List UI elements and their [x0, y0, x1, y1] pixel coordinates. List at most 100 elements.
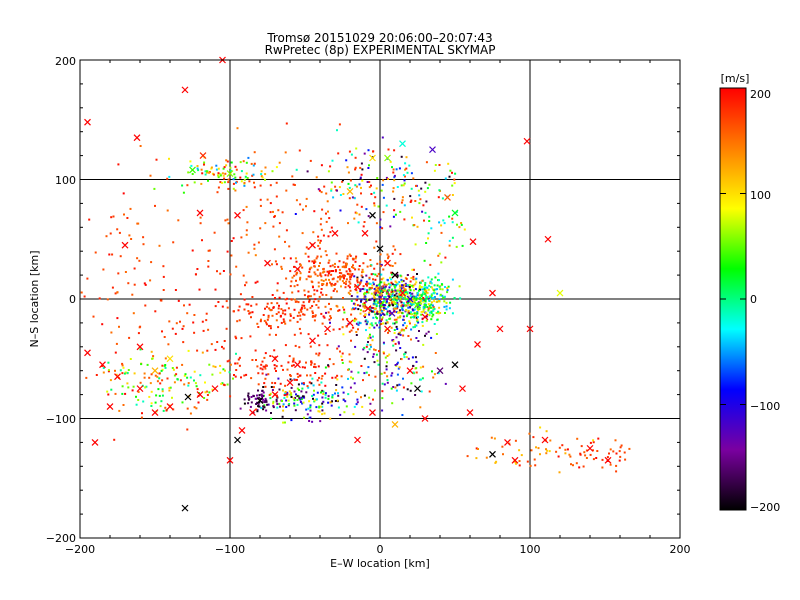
cross-stroke: [496, 325, 504, 333]
data-point: [412, 289, 415, 292]
data-point: [298, 311, 300, 314]
data-point: [201, 320, 204, 323]
data-point: [327, 397, 330, 400]
data-point: [582, 465, 585, 468]
data-point: [334, 376, 337, 379]
data-point: [240, 337, 243, 340]
cross-stroke: [181, 504, 189, 512]
data-point-cross: [399, 289, 406, 297]
data-point: [235, 181, 237, 184]
data-point: [382, 277, 385, 280]
data-point: [408, 287, 411, 290]
data-point: [368, 348, 371, 351]
cross-stroke: [99, 361, 106, 369]
data-point: [270, 302, 273, 305]
data-point: [205, 390, 208, 393]
data-point: [585, 457, 588, 459]
data-point: [424, 181, 427, 184]
cross-stroke: [511, 456, 519, 464]
data-point: [387, 305, 390, 308]
data-point: [228, 359, 231, 362]
data-point: [234, 362, 237, 365]
data-point: [392, 171, 395, 174]
data-point: [304, 366, 306, 369]
data-point: [166, 177, 169, 180]
data-point: [164, 364, 167, 366]
data-point: [230, 161, 233, 164]
data-point: [372, 353, 375, 356]
data-point: [404, 304, 407, 307]
data-point: [410, 187, 413, 190]
data-point: [303, 396, 305, 399]
data-point: [402, 297, 405, 299]
data-point: [337, 152, 340, 155]
data-point: [193, 370, 196, 373]
data-point: [399, 274, 402, 277]
data-point: [220, 382, 223, 385]
data-point: [307, 296, 310, 299]
data-point: [317, 410, 320, 413]
data-point: [395, 318, 398, 321]
data-point: [154, 310, 157, 313]
data-point: [111, 286, 114, 289]
data-point: [282, 291, 285, 294]
data-point: [526, 460, 529, 463]
data-point: [296, 403, 299, 406]
data-point: [172, 241, 175, 244]
data-point: [592, 449, 594, 452]
data-point: [311, 312, 314, 315]
data-point: [350, 313, 353, 316]
data-point: [263, 319, 266, 322]
data-point: [331, 394, 334, 396]
data-point: [386, 381, 389, 384]
data-point: [589, 453, 592, 456]
cross-stroke: [466, 409, 474, 416]
data-point: [264, 307, 266, 310]
data-point: [317, 334, 320, 337]
data-point: [338, 328, 341, 331]
cross-stroke: [414, 385, 421, 393]
data-point: [260, 318, 262, 321]
data-point: [311, 395, 314, 397]
data-point: [381, 183, 384, 186]
data-point: [374, 375, 377, 378]
data-point: [369, 333, 371, 336]
data-point: [160, 400, 163, 403]
data-point: [169, 386, 172, 389]
data-point: [337, 406, 340, 409]
data-point: [307, 275, 310, 278]
data-point: [168, 157, 170, 160]
data-point: [293, 274, 296, 277]
data-point: [374, 278, 377, 281]
data-point: [396, 361, 399, 364]
data-point: [380, 323, 383, 325]
data-point: [324, 393, 327, 396]
data-point: [340, 285, 342, 288]
data-point: [293, 298, 296, 301]
data-point: [274, 382, 277, 385]
data-point: [379, 299, 382, 302]
data-point: [377, 291, 380, 294]
y-tick-label: −100: [46, 413, 76, 426]
data-point: [195, 385, 198, 388]
data-point: [428, 299, 431, 302]
data-point: [204, 170, 207, 173]
data-point: [257, 405, 260, 408]
data-point: [437, 312, 440, 315]
data-point: [341, 361, 344, 364]
data-point: [320, 217, 323, 220]
data-point: [229, 363, 232, 366]
data-point: [136, 222, 139, 225]
data-point-cross: [414, 301, 421, 309]
data-point: [309, 345, 312, 348]
data-point: [533, 458, 536, 461]
data-point: [545, 448, 547, 451]
data-point: [421, 279, 424, 282]
data-point: [257, 389, 259, 392]
data-point: [197, 401, 200, 404]
data-point: [419, 297, 422, 299]
data-point: [224, 172, 227, 175]
data-point: [222, 167, 225, 170]
data-point: [293, 265, 295, 268]
data-point: [370, 345, 372, 348]
